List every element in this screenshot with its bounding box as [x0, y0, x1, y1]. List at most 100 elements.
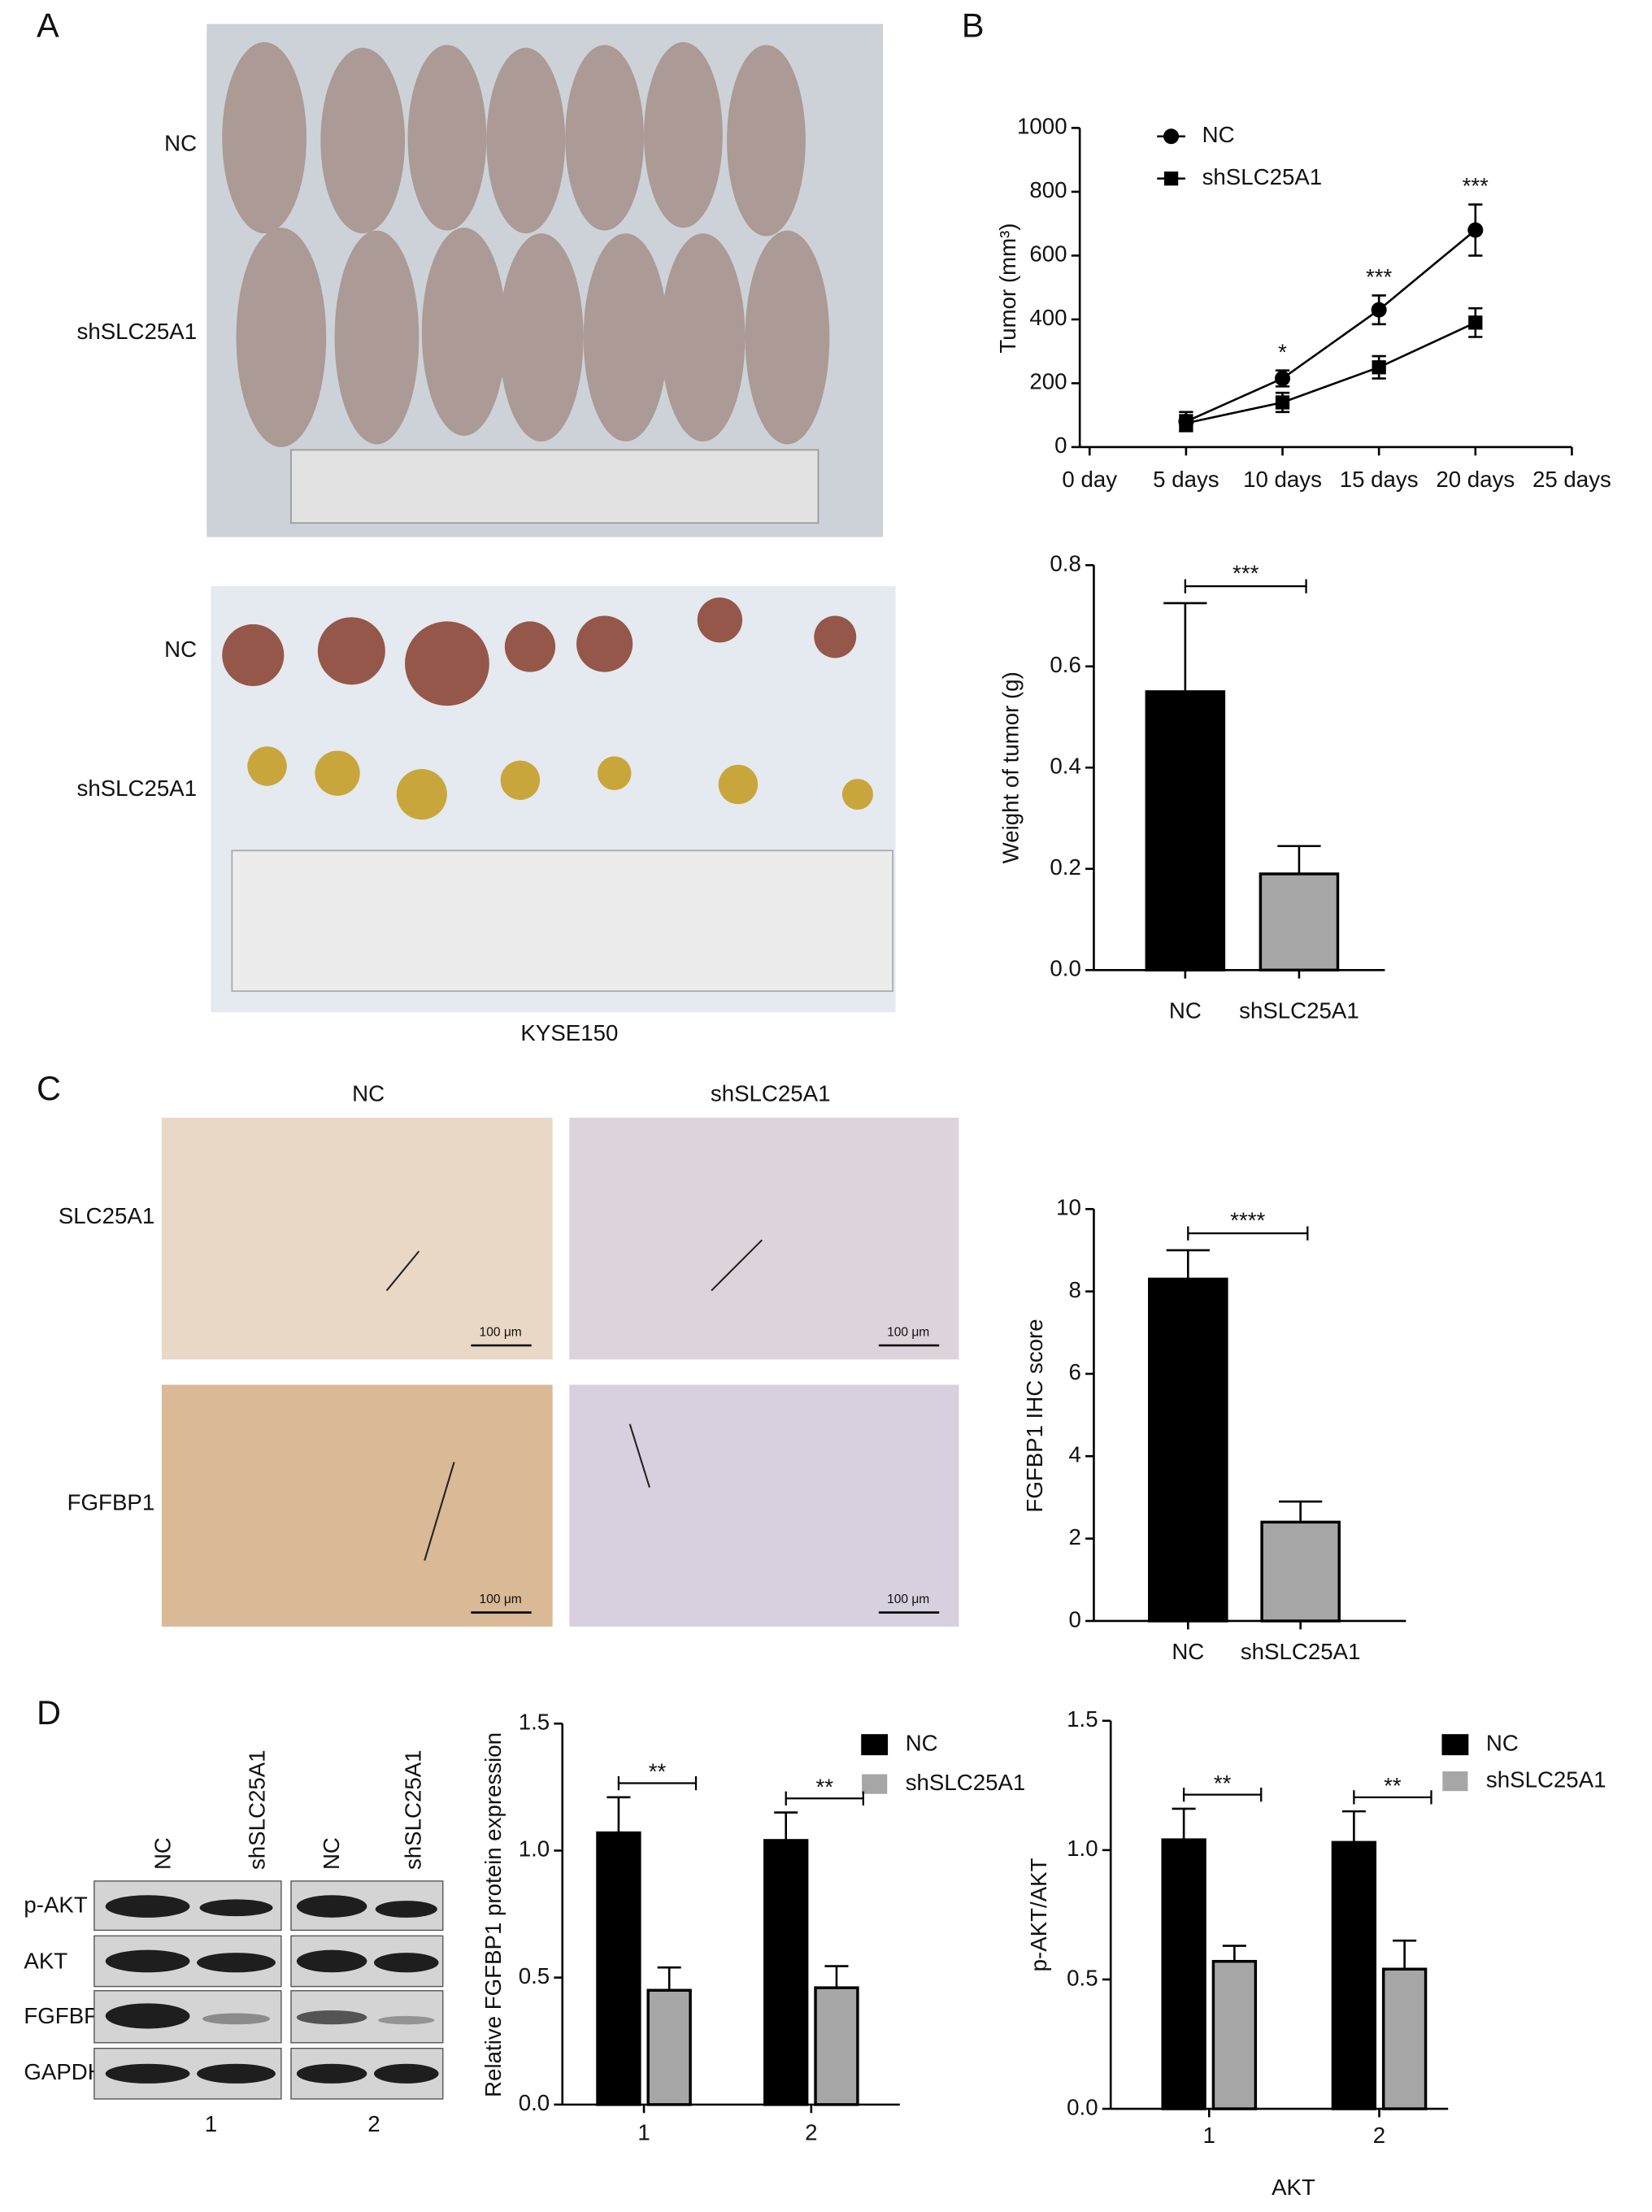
- x-tick-label: 25 days: [1532, 467, 1611, 492]
- x-tick-label: 5 days: [1153, 467, 1219, 492]
- scale-bar-line: [471, 1344, 940, 1614]
- blot-image: [93, 1880, 444, 2100]
- ihc-column-label: shSLC25A1: [711, 1080, 831, 1106]
- legend-swatch: [862, 1774, 888, 1794]
- blot-column-label: NC: [150, 1837, 176, 1870]
- series-line: [1185, 229, 1476, 423]
- blot-column-label: shSLC25A1: [245, 1749, 270, 1870]
- bar: [1260, 1520, 1341, 1623]
- legend-label: shSLC25A1: [1202, 164, 1323, 189]
- panel-label: A: [37, 7, 59, 45]
- y-tick-label: 1.5: [519, 1710, 550, 1735]
- legend-swatch: [1441, 1734, 1469, 1756]
- blot-column-label: shSLC25A1: [400, 1749, 425, 1870]
- legend-marker: [1163, 128, 1180, 145]
- y-tick-label: 2: [1068, 1524, 1080, 1549]
- marker: [1275, 395, 1290, 410]
- ihc-image: [161, 1384, 553, 1627]
- y-axis-label: Tumor (mm³): [995, 223, 1020, 353]
- significance: ***: [1463, 173, 1489, 198]
- marker: [1179, 415, 1193, 431]
- y-axis-label: FGFBP1 IHC score: [1022, 1319, 1047, 1512]
- scale-bar-label: 100 μm: [480, 1593, 522, 1606]
- significance: **: [816, 1774, 834, 1799]
- y-tick-label: 400: [1029, 305, 1067, 330]
- bar: [1381, 1967, 1428, 2110]
- blot-row-label: GAPDH: [24, 2059, 103, 2084]
- bar: [1145, 690, 1226, 972]
- y-tick-label: 0.0: [1050, 956, 1080, 981]
- photo-row-label: shSLC25A1: [77, 776, 198, 801]
- tumor-photo: [211, 586, 896, 1013]
- x-tick-label: NC: [1172, 1639, 1204, 1664]
- y-tick-label: 0: [1054, 432, 1067, 458]
- bar: [814, 1986, 859, 2106]
- mice-photo: [206, 24, 884, 537]
- x-tick-label: 20 days: [1436, 467, 1515, 492]
- y-tick-label: 0.6: [1050, 652, 1080, 677]
- x-tick-label: 2: [1373, 2123, 1385, 2148]
- significance: ****: [1230, 1208, 1265, 1233]
- y-tick-label: 600: [1029, 241, 1067, 267]
- panel-label: B: [962, 7, 985, 45]
- ihc-row-label: SLC25A1: [59, 1203, 154, 1228]
- x-tick-label: NC: [1169, 997, 1202, 1023]
- y-tick-label: 1000: [1017, 114, 1067, 139]
- significance: **: [1384, 1773, 1402, 1798]
- x-tick-label: 0 day: [1062, 467, 1117, 492]
- legend-marker: [1163, 171, 1179, 186]
- y-tick-label: 4: [1068, 1442, 1080, 1467]
- y-tick-label: 1.5: [1067, 1706, 1098, 1732]
- series-line: [1185, 321, 1476, 424]
- x-tick-label: 15 days: [1340, 467, 1419, 492]
- arrow: [385, 1239, 763, 1561]
- y-tick-label: 800: [1029, 177, 1067, 202]
- marker: [1371, 302, 1387, 318]
- ihc-column-label: NC: [352, 1080, 385, 1106]
- bar: [1161, 1838, 1206, 2110]
- ihc-row-label: FGFBP1: [67, 1490, 155, 1515]
- y-axis-label: Weight of tumor (g): [998, 671, 1023, 863]
- legend-swatch: [861, 1734, 889, 1756]
- y-tick-label: 0: [1068, 1606, 1080, 1632]
- scale-bar-label: 100 μm: [887, 1326, 929, 1340]
- y-tick-label: 200: [1029, 369, 1067, 394]
- legend-label: shSLC25A1: [906, 1770, 1026, 1795]
- bar: [763, 1839, 809, 2106]
- blot-group-label: 2: [367, 2111, 380, 2136]
- x-tick-label: 1: [1203, 2123, 1215, 2148]
- bar: [1331, 1840, 1377, 2110]
- legend-label: NC: [1202, 122, 1235, 147]
- legend-swatch: [1442, 1771, 1468, 1792]
- blot-row-label: AKT: [24, 1949, 67, 1974]
- blot-row-label: p-AKT: [24, 1892, 87, 1917]
- y-tick-label: 0.8: [1050, 551, 1080, 576]
- photo-caption: KYSE150: [520, 1020, 618, 1045]
- bar: [646, 1988, 692, 2106]
- x-tick-label: 10 days: [1243, 467, 1322, 492]
- photo-row-label: NC: [164, 130, 197, 155]
- bar: [596, 1831, 641, 2106]
- significance: *: [1278, 339, 1287, 364]
- bar: [1259, 872, 1340, 972]
- panel-label: D: [37, 1693, 61, 1732]
- y-tick-label: 0.0: [1067, 2094, 1098, 2119]
- blot-column-label: NC: [319, 1837, 344, 1870]
- y-axis-label: p-AKT/AKT: [1026, 1858, 1051, 1971]
- x-tick-label: shSLC25A1: [1239, 997, 1359, 1023]
- bar: [1148, 1277, 1228, 1623]
- marker: [1467, 222, 1484, 238]
- x-tick-label: shSLC25A1: [1241, 1639, 1361, 1664]
- significance: ***: [1232, 561, 1259, 586]
- x-tick-label: 1: [637, 2119, 650, 2145]
- legend-label: NC: [1486, 1730, 1519, 1755]
- y-tick-label: 0.5: [1067, 1965, 1098, 1990]
- y-tick-label: 8: [1068, 1277, 1080, 1302]
- blot-group-label: 1: [205, 2111, 217, 2136]
- x-tick-label: 2: [805, 2119, 817, 2145]
- marker: [1372, 360, 1386, 375]
- y-tick-label: 1.0: [519, 1836, 550, 1862]
- marker: [1275, 371, 1291, 387]
- significance: **: [1214, 1771, 1232, 1796]
